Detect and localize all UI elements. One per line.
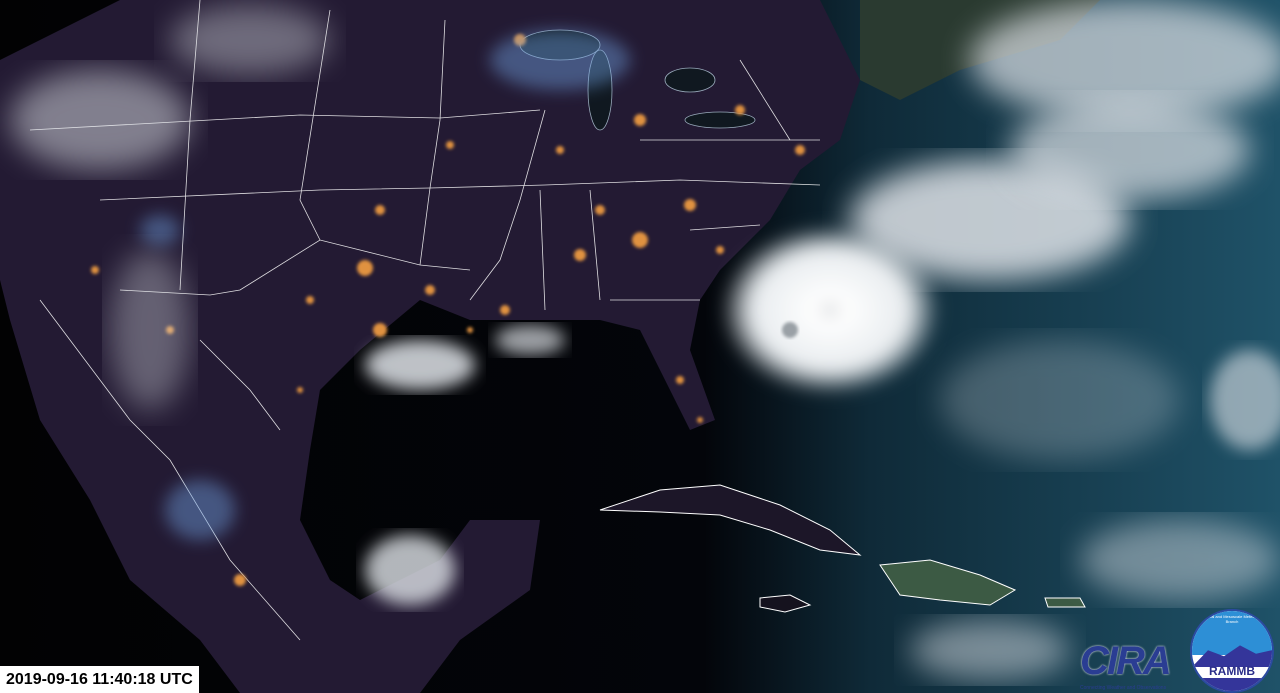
rammb-label: RAMMB [1209,663,1255,678]
cira-logo: CIRA [1080,639,1172,683]
city-lights [91,34,805,586]
logos: CIRA Connecting Weather and Observations… [1080,607,1275,693]
state-borders [29,0,821,641]
land-jamaica [759,594,812,613]
land-hispaniola [879,559,1017,606]
rammb-logo: Regional and Mesoscale Meteorology Branc… [1190,609,1274,693]
low-clouds [140,30,630,540]
cira-tagline: Connecting Weather and Observations [1080,685,1167,691]
land-cuba [599,484,862,556]
hurricane [720,225,940,395]
clouds [10,0,1280,680]
land-puerto-rico [1044,597,1086,608]
timestamp-label: 2019-09-16 11:40:18 UTC [0,666,199,693]
rammb-arc-text: Regional and Mesoscale Meteorology Branc… [1198,614,1266,624]
